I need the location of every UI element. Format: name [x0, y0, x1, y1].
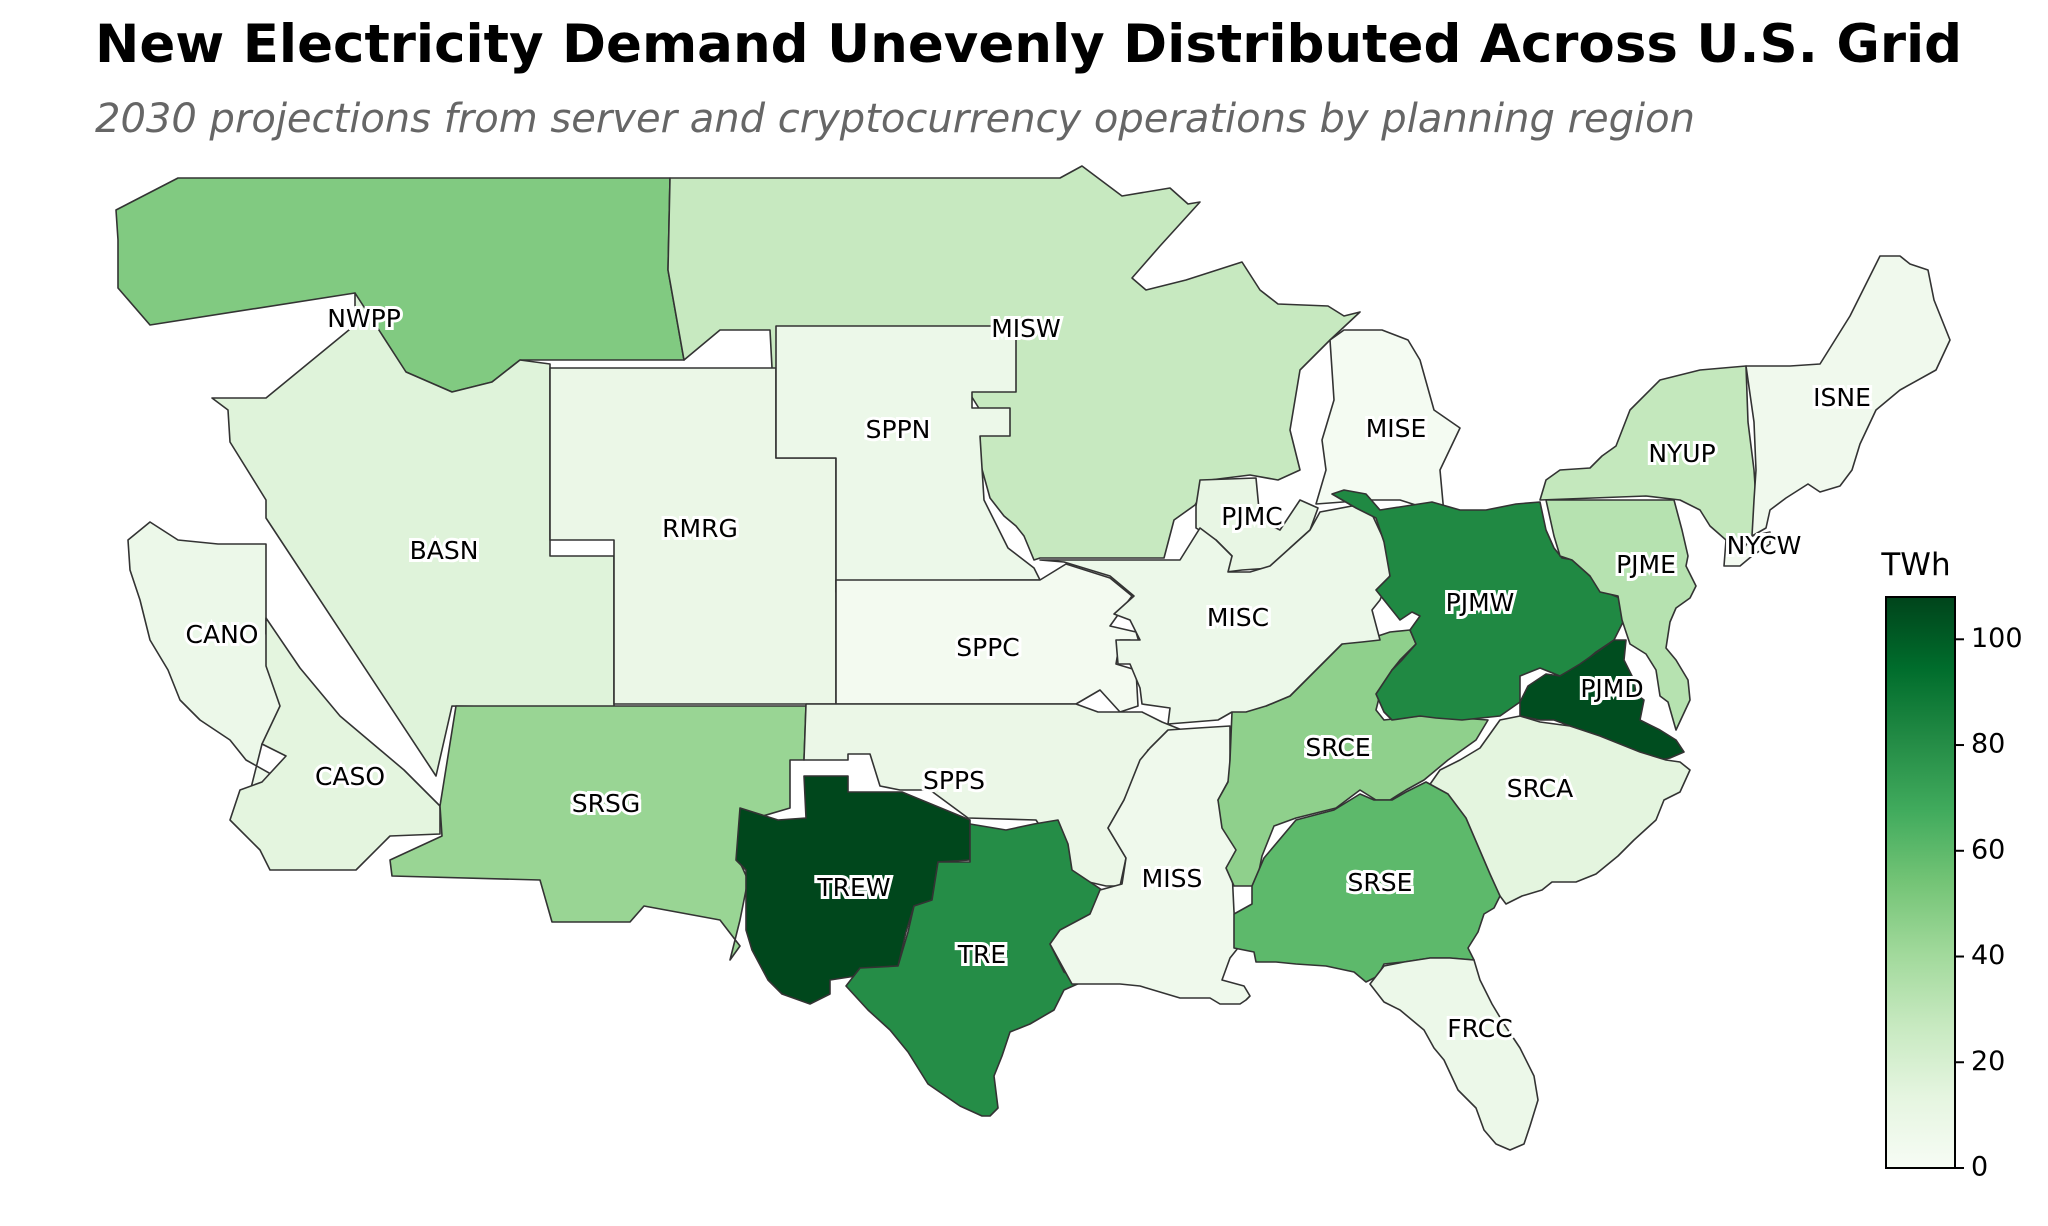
colorbar-tick-label: 20	[1971, 1046, 2005, 1077]
region-label-misw: MISW	[991, 314, 1061, 343]
region-label-srca: SRCA	[1507, 774, 1574, 803]
region-label-srse: SRSE	[1348, 868, 1413, 897]
region-label-pjmd: PJMD	[1580, 674, 1643, 703]
region-label-rmrg: RMRG	[662, 514, 738, 543]
region-label-tre: TRE	[957, 940, 1006, 969]
colorbar-tick-label: 0	[1971, 1152, 1988, 1183]
region-label-trew: TREW	[816, 873, 890, 902]
colorbar-ticks: 0 20 40 60 80 100	[1955, 623, 2023, 1183]
colorbar-title: TWh	[1880, 547, 1950, 583]
region-label-pjmw: PJMW	[1446, 588, 1515, 617]
colorbar: TWh 0 20 40 60 80 100	[1880, 547, 2022, 1183]
region-shapes	[115, 165, 1951, 1151]
region-label-nycw: NYCW	[1727, 531, 1802, 560]
region-label-pjme: PJME	[1616, 550, 1676, 579]
region-tre	[845, 819, 1103, 1117]
region-pjmw	[1331, 489, 1625, 721]
region-label-sppn: SPPN	[866, 415, 931, 444]
colorbar-gradient	[1885, 596, 1956, 1169]
region-basn	[211, 292, 615, 777]
map-title: New Electricity Demand Unevenly Distribu…	[95, 14, 1963, 75]
region-nyup	[1539, 365, 1757, 549]
map-subtitle: 2030 projections from server and cryptoc…	[95, 96, 1695, 142]
region-frcc	[1369, 957, 1539, 1151]
region-label-caso: CASO	[315, 762, 385, 791]
region-nwpp	[115, 177, 685, 393]
region-label-miss: MISS	[1142, 864, 1203, 893]
region-label-pjmc: PJMC	[1221, 502, 1282, 531]
colorbar-tick-label: 100	[1971, 623, 2023, 654]
region-caso	[229, 617, 441, 871]
region-label-cano: CANO	[186, 620, 259, 649]
region-label-srsg: SRSG	[572, 789, 640, 818]
region-nycw	[1723, 531, 1771, 567]
region-label-misc: MISC	[1207, 603, 1269, 632]
region-label-sppc: SPPC	[956, 633, 1019, 662]
region-label-isne: ISNE	[1813, 383, 1871, 412]
region-pjme	[1545, 499, 1697, 731]
region-label-srce: SRCE	[1305, 733, 1370, 762]
region-labels: NWPP MISW BASN RMRG SPPN CANO CASO SRSG …	[183, 301, 1874, 1046]
colorbar-tick-label: 80	[1971, 729, 2005, 760]
region-isne	[1745, 255, 1951, 537]
region-label-mise: MISE	[1366, 414, 1427, 443]
region-label-spps: SPPS	[923, 766, 985, 795]
region-srsg	[389, 705, 807, 961]
region-spps	[803, 703, 1183, 887]
region-label-nwpp: NWPP	[327, 304, 401, 333]
region-mise	[1315, 329, 1461, 515]
colorbar-tick-label: 40	[1971, 940, 2005, 971]
region-label-frcc: FRCC	[1447, 1014, 1512, 1043]
region-misc	[1039, 505, 1393, 725]
region-label-nyup: NYUP	[1648, 439, 1715, 468]
region-label-basn: BASN	[410, 536, 479, 565]
colorbar-tick-label: 60	[1971, 834, 2005, 865]
